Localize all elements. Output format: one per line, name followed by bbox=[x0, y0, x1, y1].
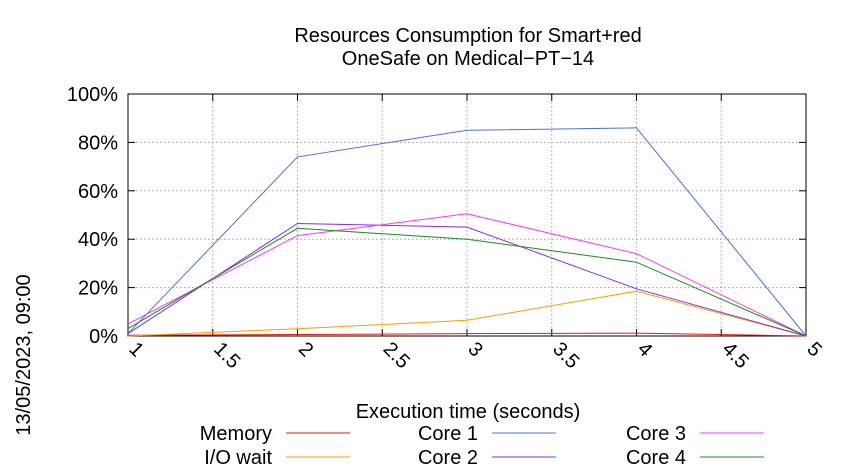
legend-label-i-o-wait: I/O wait bbox=[204, 447, 272, 469]
chart-title-line-1: Resources Consumption for Smart+red bbox=[294, 25, 641, 47]
series-line-core-3 bbox=[127, 213, 807, 337]
legend-label-core-1: Core 1 bbox=[418, 423, 478, 445]
y-tick-label: 20% bbox=[78, 278, 118, 300]
legend-label-core-2: Core 2 bbox=[418, 447, 478, 469]
x-tick-label: 1.5 bbox=[209, 338, 244, 373]
x-axis-label: Execution time (seconds) bbox=[356, 401, 581, 423]
x-tick-label: 4 bbox=[633, 338, 656, 361]
legend-label-core-4: Core 4 bbox=[626, 447, 686, 469]
timestamp-label: 13/05/2023, 09:00 bbox=[13, 274, 35, 435]
x-tick-label: 5 bbox=[802, 338, 825, 361]
series-layer bbox=[127, 127, 807, 337]
x-tick-label: 2 bbox=[294, 338, 317, 361]
series-line-memory bbox=[127, 332, 807, 337]
y-tick-label: 100% bbox=[67, 84, 118, 106]
series-line-core-1 bbox=[127, 127, 807, 337]
chart-title-line-2: OneSafe on Medical−PT−14 bbox=[342, 48, 594, 70]
series-line-core-2 bbox=[127, 222, 807, 337]
x-tick-label: 3 bbox=[463, 338, 486, 361]
legend-label-core-3: Core 3 bbox=[626, 423, 686, 445]
tick-labels: 0% 20% 40% 60% 80% 100% 1 1.5 2 2.5 3 3.5 4 4.5 5 bbox=[67, 84, 826, 373]
series-line-core-4 bbox=[127, 227, 807, 337]
x-tick-label: 4.5 bbox=[718, 338, 753, 373]
series-line-i-o-wait bbox=[127, 290, 807, 337]
y-tick-label: 80% bbox=[78, 132, 118, 154]
legend-label-memory: Memory bbox=[200, 423, 272, 445]
y-tick-label: 0% bbox=[89, 326, 118, 348]
x-tick-label: 1 bbox=[124, 338, 147, 361]
x-tick-label: 2.5 bbox=[379, 338, 414, 373]
y-tick-label: 40% bbox=[78, 229, 118, 251]
y-tick-label: 60% bbox=[78, 181, 118, 203]
x-tick-label: 3.5 bbox=[548, 338, 583, 373]
